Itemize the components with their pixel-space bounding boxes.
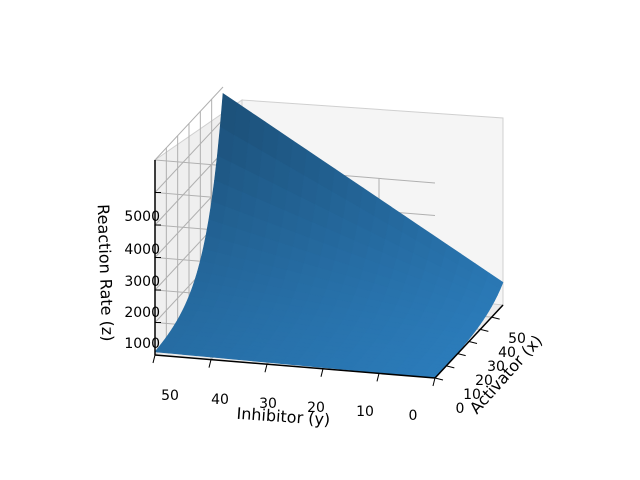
z-tick-label: 2000 — [124, 305, 160, 321]
x-tick-mark — [480, 328, 489, 332]
y-tick-mark — [432, 377, 436, 387]
x-tick-mark — [434, 377, 444, 381]
y-tick-mark — [208, 359, 212, 368]
ticks — [152, 192, 500, 387]
z-tick-label: 4000 — [124, 242, 160, 258]
y-tick-mark — [320, 368, 324, 377]
x-tick-label: 20 — [475, 373, 493, 389]
x-tick-label: 10 — [463, 387, 481, 403]
y-tick-mark — [152, 354, 156, 364]
x-tick-label: 0 — [456, 401, 465, 417]
y-axis-line — [154, 354, 436, 379]
x-tick-mark — [446, 365, 455, 369]
y-tick-label: 30 — [259, 396, 277, 412]
y-tick-label: 10 — [356, 404, 374, 420]
y-tick-label: 40 — [211, 392, 229, 408]
surface — [154, 92, 504, 379]
x-tick-mark — [468, 341, 478, 344]
y-tick-label: 50 — [161, 388, 179, 404]
y-tick-label: 20 — [307, 400, 325, 416]
x-tick-mark — [457, 353, 466, 357]
y-tick-label: 0 — [409, 408, 418, 424]
y-tick-mark — [264, 364, 268, 373]
x-tick-label: 40 — [498, 345, 516, 361]
x-tick-label: 30 — [487, 359, 505, 375]
z-tick-label: 5000 — [124, 209, 160, 225]
z-tick-label: 3000 — [124, 274, 160, 290]
x-tick-mark — [491, 316, 500, 320]
z-axis-label: Reaction Rate (z) — [94, 204, 118, 342]
y-tick-mark — [376, 373, 380, 382]
z-tick-label: 1000 — [124, 336, 160, 352]
x-tick-label: 50 — [508, 331, 526, 347]
